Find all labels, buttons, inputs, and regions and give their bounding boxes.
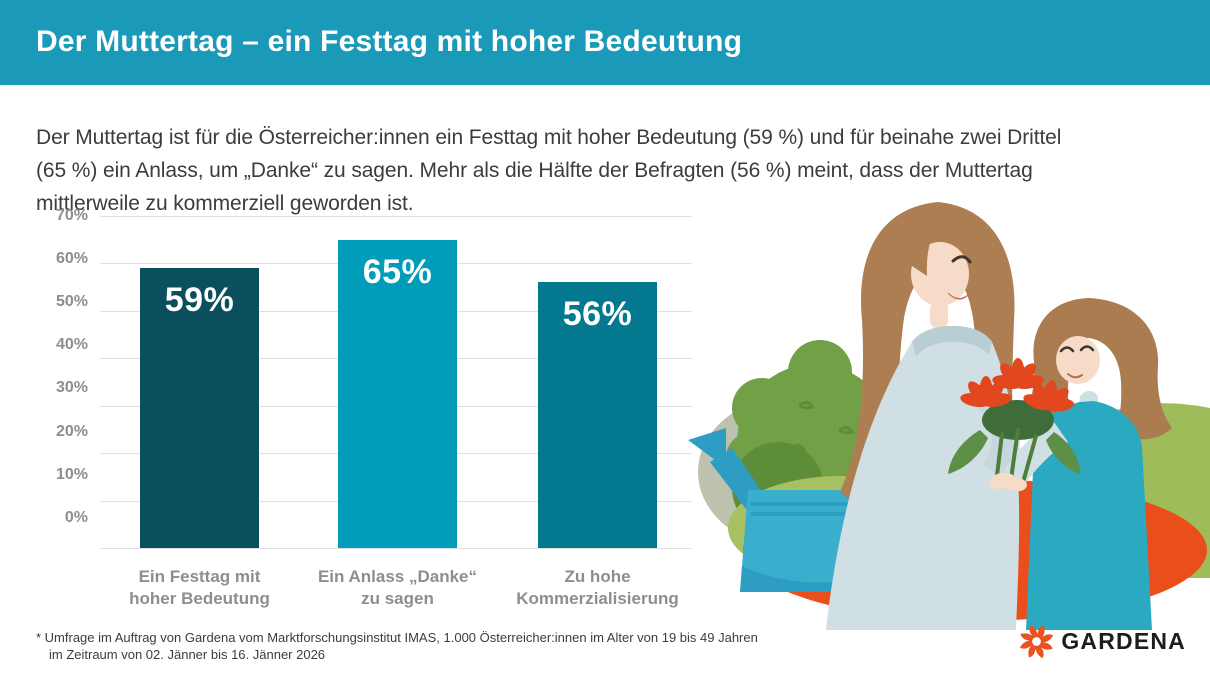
plot-area: 59% 65% 56% xyxy=(100,216,692,549)
gridline xyxy=(100,548,692,549)
bar-value-label: 59% xyxy=(164,281,235,319)
mother-daughter-illustration xyxy=(680,190,1210,630)
intro-text: Der Muttertag ist für die Österreicher:i… xyxy=(36,126,1062,215)
bar-1: 59% xyxy=(140,268,259,548)
x-tick-label: Ein Festtag mit hoher Bedeutung xyxy=(129,567,270,608)
gridline xyxy=(100,216,692,217)
header-banner: Der Muttertag – ein Festtag mit hoher Be… xyxy=(0,0,1210,85)
bar-value-label: 56% xyxy=(562,295,633,333)
illustration-svg xyxy=(688,202,1210,630)
y-axis: 70% 60% 50% 40% 30% 20% 10% 0% xyxy=(36,207,88,546)
bar-2: 65% xyxy=(338,240,457,548)
footnote: * Umfrage im Auftrag von Gardena vom Mar… xyxy=(36,629,758,663)
y-tick-label: 20% xyxy=(55,422,88,440)
x-axis: Ein Festtag mit hoher Bedeutung Ein Anlas… xyxy=(36,566,716,616)
footnote-line-1: * Umfrage im Auftrag von Gardena vom Mar… xyxy=(36,630,758,645)
bar-chart: 70% 60% 50% 40% 30% 20% 10% 0% 59% 65% 56% Ein Fe… xyxy=(36,205,716,617)
gardena-flower-icon xyxy=(1020,624,1054,659)
x-tick-label: Ein Anlass „Danke“ zu sagen xyxy=(317,567,478,608)
y-tick-label: 70% xyxy=(55,207,88,224)
gardena-logo: GARDENA xyxy=(1019,624,1186,659)
page-title: Der Muttertag – ein Festtag mit hoher Be… xyxy=(36,25,743,58)
bar-value-label: 65% xyxy=(362,253,433,291)
x-tick-label: Zu hohe Kommerzialisierung xyxy=(516,567,679,608)
y-tick-label: 10% xyxy=(55,465,88,483)
bar-3: 56% xyxy=(538,282,657,548)
flower-bouquet-icon xyxy=(948,358,1080,492)
y-tick-label: 60% xyxy=(55,250,88,268)
y-tick-label: 0% xyxy=(64,508,88,526)
footnote-line-2: im Zeitraum von 02. Jänner bis 16. Jänne… xyxy=(49,647,326,662)
y-tick-label: 40% xyxy=(55,336,88,354)
y-tick-label: 30% xyxy=(55,379,88,397)
gardena-logo-text: GARDENA xyxy=(1061,628,1186,654)
y-tick-label: 50% xyxy=(55,293,88,311)
